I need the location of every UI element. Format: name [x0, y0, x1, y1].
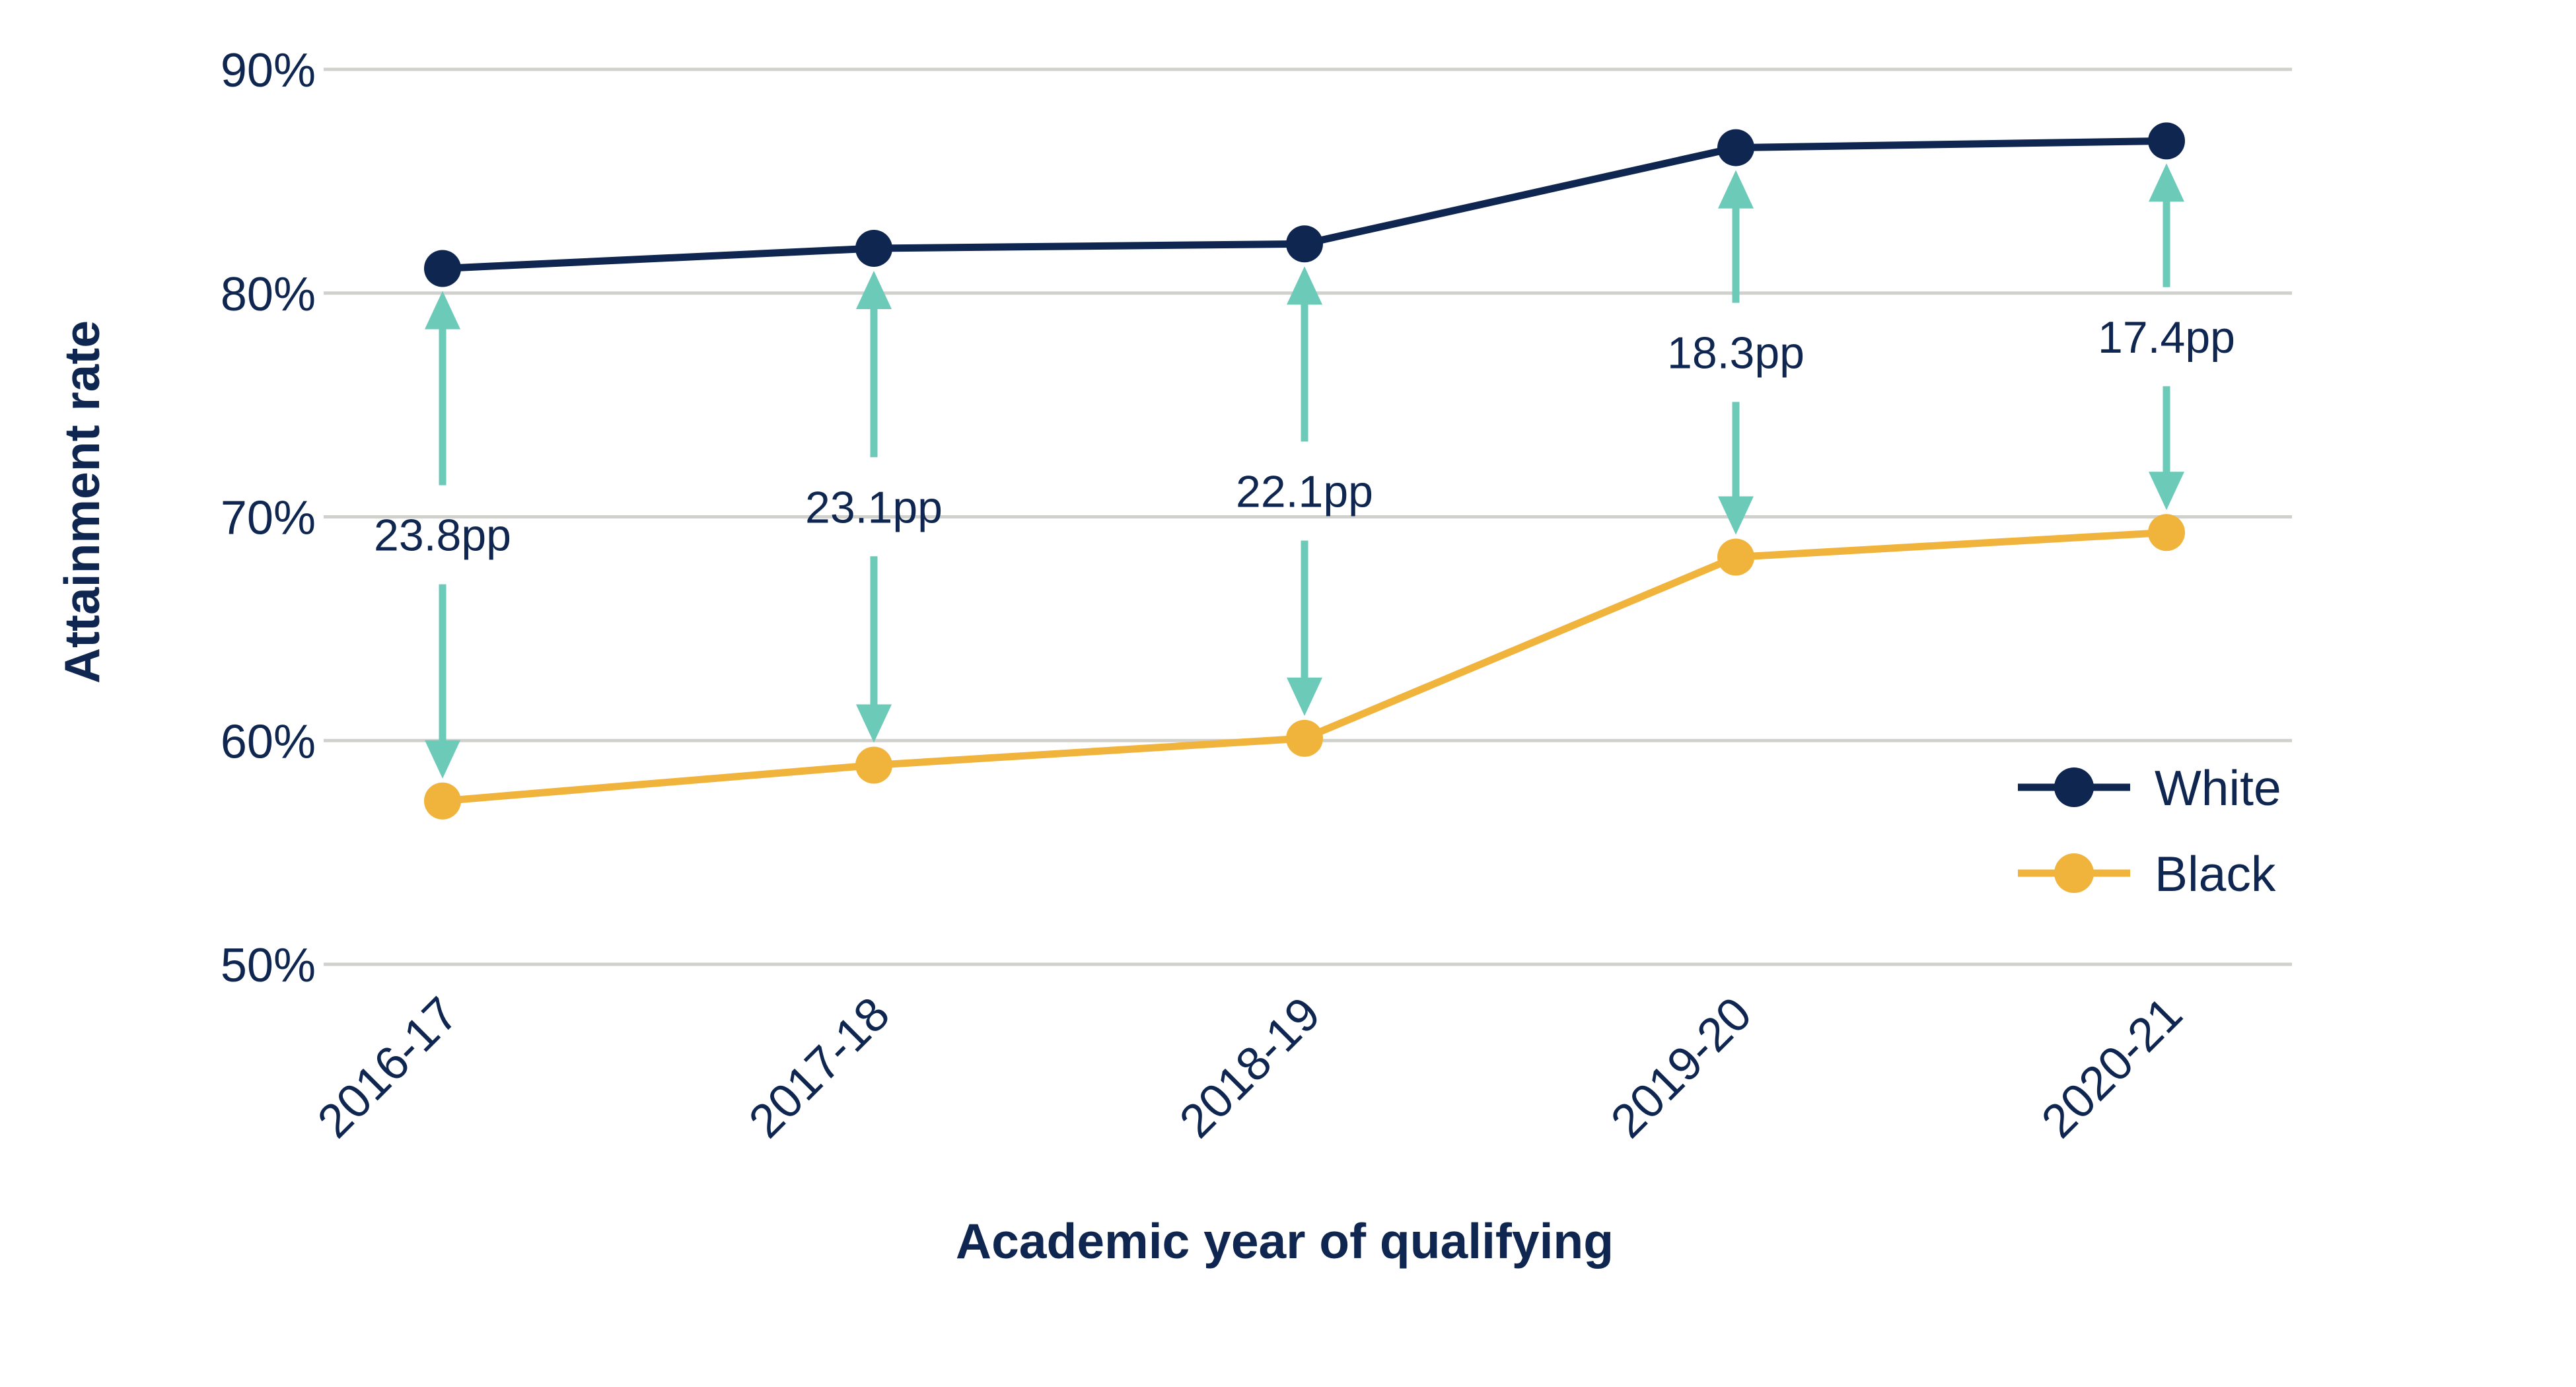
- legend-swatch-marker: [2054, 767, 2094, 807]
- gap-arrow-head: [425, 740, 460, 779]
- data-point-black: [424, 782, 461, 820]
- gap-arrow-head: [1718, 496, 1754, 535]
- data-point-white: [424, 250, 461, 287]
- legend-swatch-marker: [2054, 853, 2094, 893]
- data-point-white: [2148, 122, 2185, 160]
- data-point-black: [2148, 514, 2185, 551]
- legend: White Black: [2018, 760, 2281, 902]
- y-axis-ticks: 50% 60% 70% 80% 90%: [221, 44, 316, 992]
- gap-arrow-head: [856, 271, 892, 309]
- gap-annotations: 23.8pp 23.1pp 22.1pp 18.3pp 17.4pp: [374, 163, 2235, 779]
- data-point-black: [855, 746, 892, 784]
- gap-label: 18.3pp: [1667, 328, 1805, 378]
- y-axis-title: Attainment rate: [54, 320, 110, 684]
- y-tick-label: 80%: [221, 268, 316, 321]
- series-lines: [424, 122, 2185, 820]
- gap-arrow-head: [2149, 163, 2184, 202]
- legend-label: White: [2155, 760, 2281, 816]
- x-tick-label: 2020-21: [2032, 987, 2192, 1148]
- x-tick-label: 2019-20: [1601, 987, 1762, 1148]
- gap-arrow-head: [1718, 170, 1754, 209]
- y-tick-label: 70%: [221, 492, 316, 545]
- gap-arrow-head: [856, 704, 892, 743]
- x-tick-label: 2016-17: [308, 987, 468, 1148]
- gap-arrow-head: [1287, 266, 1322, 305]
- y-tick-label: 90%: [221, 44, 316, 97]
- x-axis-title: Academic year of qualifying: [956, 1213, 1614, 1269]
- x-tick-label: 2018-19: [1170, 987, 1330, 1148]
- data-point-black: [1717, 538, 1754, 576]
- gap-label: 23.1pp: [805, 482, 943, 532]
- legend-label: Black: [2155, 846, 2276, 902]
- gap-label: 17.4pp: [2098, 312, 2235, 363]
- gap-label: 22.1pp: [1236, 467, 1373, 517]
- data-point-white: [1286, 225, 1323, 263]
- y-tick-label: 50%: [221, 939, 316, 992]
- data-point-black: [1286, 719, 1323, 757]
- data-point-white: [1717, 129, 1754, 166]
- x-axis-ticks: 2016-17 2017-18 2018-19 2019-20 2020-21: [308, 987, 2192, 1148]
- data-point-white: [855, 230, 892, 267]
- gridlines: [324, 67, 2292, 966]
- gap-label: 23.8pp: [374, 511, 511, 561]
- gap-arrow-head: [2149, 472, 2184, 511]
- y-tick-label: 60%: [221, 715, 316, 768]
- gap-arrow-head: [1287, 677, 1322, 716]
- gap-arrow-head: [425, 291, 460, 330]
- x-tick-label: 2017-18: [739, 987, 900, 1148]
